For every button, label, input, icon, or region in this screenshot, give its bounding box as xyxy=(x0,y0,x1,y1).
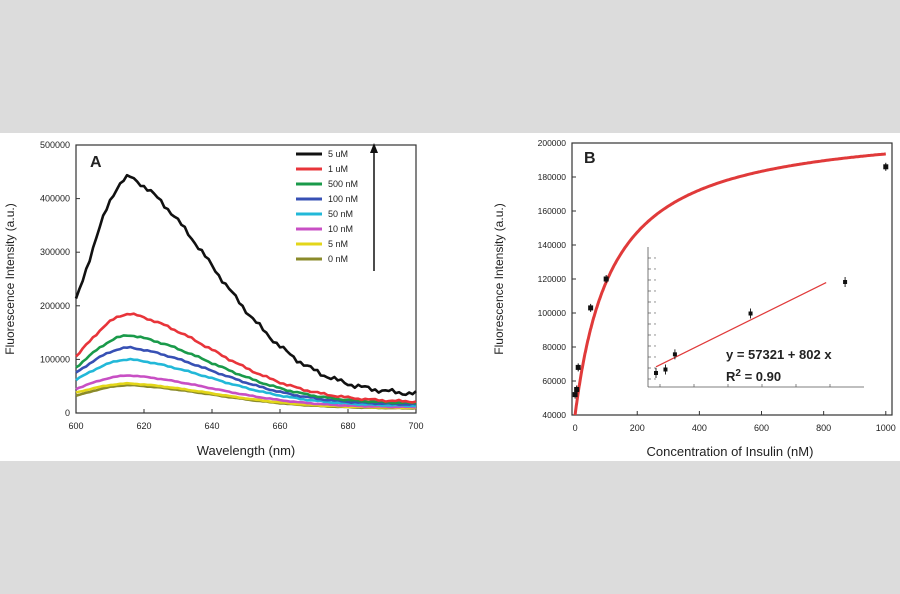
panel-a-xlabel: Wavelength (nm) xyxy=(197,443,296,458)
panel-b-ytick-label: 140000 xyxy=(538,240,567,250)
inset-ytick-dot xyxy=(654,367,656,369)
spectrum-line-5-uM xyxy=(74,173,417,397)
panel-b-ytick-label: 180000 xyxy=(538,172,567,182)
inset-points xyxy=(654,277,848,378)
panel-a: A Wavelength (nm) Fluorescence Intensity… xyxy=(3,140,424,458)
panel-b-yticks: 40000 60000 80000 100000 120000 140000 160000 1… xyxy=(538,138,576,420)
panel-b-inset: y = 57321 + 802 x R2 = 0.90 xyxy=(647,247,864,388)
panel-a-xtick-label: 680 xyxy=(340,421,355,431)
panel-b-fit xyxy=(573,152,886,416)
panel-a-label: A xyxy=(90,154,102,171)
legend-label: 100 nM xyxy=(328,194,358,204)
panel-a-ytick-label: 100000 xyxy=(40,354,70,364)
panel-b-xtick-label: 200 xyxy=(630,423,645,433)
panel-a-xtick-label: 640 xyxy=(204,421,219,431)
panel-a-frame xyxy=(75,144,417,414)
spectrum-line-500-nM xyxy=(75,334,417,405)
panel-b-ytick-label: 200000 xyxy=(538,138,567,148)
legend-label: 10 nM xyxy=(328,224,353,234)
panel-a-ytick-label: 400000 xyxy=(40,194,70,204)
inset-ytick-dot xyxy=(654,301,656,303)
inset-r2-sup: 2 xyxy=(735,368,741,379)
legend-label: 5 uM xyxy=(328,149,348,159)
panel-b-xtick-label: 800 xyxy=(816,423,831,433)
inset-r2-label: R xyxy=(726,369,736,384)
inset-ytick-dot xyxy=(654,323,656,325)
trend-arrow-icon xyxy=(370,143,378,153)
legend-label: 1 uM xyxy=(328,164,348,174)
panel-b-ytick-label: 100000 xyxy=(538,308,567,318)
panel-a-ytick-label: 0 xyxy=(65,408,70,418)
spectrum-line-10-nM xyxy=(75,374,417,409)
inset-ytick-dot xyxy=(654,345,656,347)
spectrum-line-100-nM xyxy=(75,345,417,406)
panel-b-xtick-label: 1000 xyxy=(876,423,896,433)
inset-ticks xyxy=(648,257,831,387)
inset-ytick-dot xyxy=(654,268,656,270)
panel-b-ytick-label: 60000 xyxy=(542,376,566,386)
panel-a-xtick-label: 600 xyxy=(68,421,83,431)
panel-a-legend: 5 uM 1 uM 500 nM 100 nM 50 nM 10 nM 5 nM 0 nM xyxy=(296,149,358,264)
panel-a-ytick-label: 500000 xyxy=(40,140,70,150)
legend-label: 50 nM xyxy=(328,209,353,219)
figure-panel: A Wavelength (nm) Fluorescence Intensity… xyxy=(0,133,900,461)
inset-ytick-dot xyxy=(654,279,656,281)
panel-a-ylabel: Fluorescence Intensity (a.u.) xyxy=(3,203,17,354)
panel-b-xtick-label: 0 xyxy=(573,423,578,433)
inset-ytick-dot xyxy=(654,378,656,380)
chart-svg: A Wavelength (nm) Fluorescence Intensity… xyxy=(3,138,896,459)
inset-r2: R2 = 0.90 xyxy=(726,368,781,384)
inset-ytick-dot xyxy=(654,356,656,358)
inset-ytick-dot xyxy=(654,257,656,259)
panel-b-xlabel: Concentration of Insulin (nM) xyxy=(647,444,814,459)
inset-fit xyxy=(655,282,827,368)
legend-label: 0 nM xyxy=(328,254,348,264)
inset-ytick-dot xyxy=(654,290,656,292)
inset-fit-line xyxy=(655,282,827,368)
panel-a-xticks: 600 620 640 660 680 700 xyxy=(68,409,424,431)
legend-label: 5 nM xyxy=(328,239,348,249)
panel-b-ytick-label: 120000 xyxy=(538,274,567,284)
panel-a-yticks: 0 100000 200000 300000 400000 500000 xyxy=(40,140,80,418)
panel-b-ytick-label: 160000 xyxy=(538,206,567,216)
panel-a-xtick-label: 620 xyxy=(136,421,151,431)
inset-equation: y = 57321 + 802 x xyxy=(726,347,832,362)
legend-label: 500 nM xyxy=(328,179,358,189)
panel-b-xtick-label: 400 xyxy=(692,423,707,433)
inset-ytick-dot xyxy=(654,312,656,314)
panel-a-ytick-label: 300000 xyxy=(40,247,70,257)
panel-a-xtick-label: 660 xyxy=(272,421,287,431)
panel-b: B Concentration of Insulin (nM) Fluoresc… xyxy=(492,138,896,459)
panel-b-label: B xyxy=(584,150,596,167)
panel-b-ylabel: Fluorescence Intensity (a.u.) xyxy=(492,203,506,354)
panel-a-series xyxy=(74,173,417,410)
panel-a-xtick-label: 700 xyxy=(408,421,423,431)
panel-b-xtick-label: 600 xyxy=(754,423,769,433)
panel-b-ytick-label: 80000 xyxy=(542,342,566,352)
binding-fit-curve xyxy=(573,152,886,416)
inset-r2-value: = 0.90 xyxy=(741,369,781,384)
panel-a-ytick-label: 200000 xyxy=(40,301,70,311)
panel-b-points xyxy=(572,162,889,399)
spectrum-line-50-nM xyxy=(75,357,417,408)
inset-ytick-dot xyxy=(654,334,656,336)
spectrum-line-1-uM xyxy=(75,312,417,404)
panel-b-xticks: 0 200 400 600 800 1000 xyxy=(573,411,896,433)
panel-b-ytick-label: 40000 xyxy=(542,410,566,420)
